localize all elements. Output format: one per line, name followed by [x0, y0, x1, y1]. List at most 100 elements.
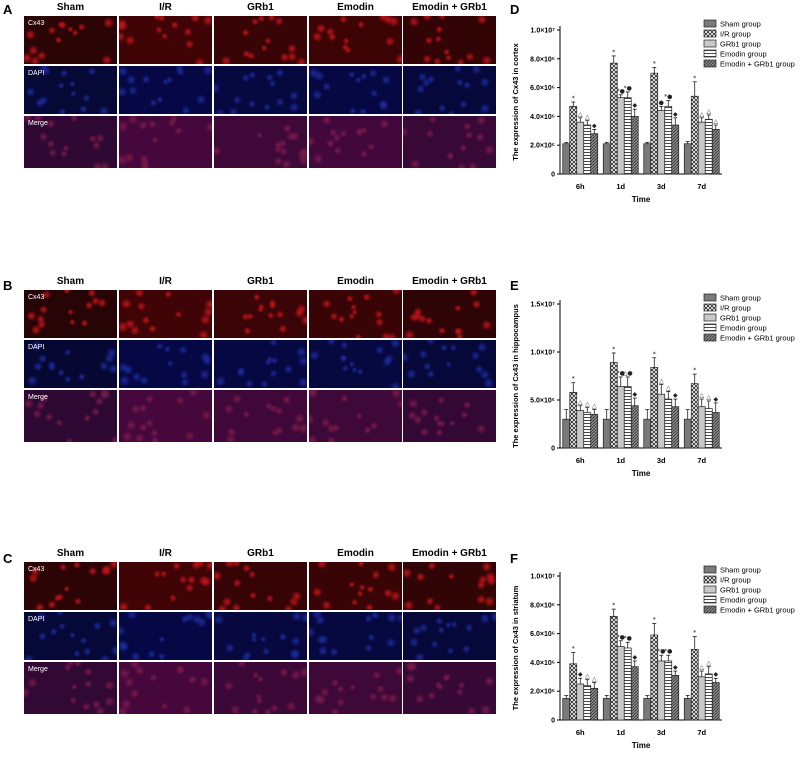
column-header: I/R	[159, 548, 172, 559]
y-tick-label: 0	[551, 172, 555, 179]
bar	[630, 116, 639, 175]
y-tick-label: 6.0×10⁶	[530, 85, 555, 92]
bar	[697, 676, 706, 721]
row-label: Merge	[28, 666, 48, 673]
significance-mark: ◆	[578, 671, 583, 678]
bar	[630, 405, 639, 449]
legend-label: Emodin + GRb1 group	[720, 334, 795, 343]
column-header: GRb1	[247, 2, 274, 13]
micrograph-tile	[214, 290, 307, 338]
micrograph-tile: Merge	[24, 662, 117, 714]
x-tick-label: 1d	[616, 728, 625, 737]
significance-mark: *●	[657, 648, 665, 655]
significance-mark: ●	[659, 99, 664, 106]
bar-chart-hippocampus: The expression of Cx43 in hippocampus 0 5.…	[511, 294, 795, 479]
significance-mark: *●	[617, 370, 625, 377]
legend-swatch	[703, 323, 717, 332]
column-header: Emodin	[337, 548, 374, 559]
x-tick-label: 6h	[576, 728, 585, 737]
bar	[616, 386, 625, 449]
x-tick-label: 3d	[657, 456, 666, 465]
bar	[623, 97, 632, 175]
bar	[602, 418, 611, 449]
micrograph-tile	[214, 612, 307, 660]
significance-mark: ◆	[673, 392, 678, 399]
significance-mark: △	[578, 111, 583, 118]
legend-swatch	[703, 19, 717, 28]
legend-swatch	[703, 303, 717, 312]
micrograph-tile	[309, 116, 402, 168]
column-header: Emodin + GRb1	[412, 548, 487, 559]
micrograph-tile: Merge	[24, 116, 117, 168]
bar	[704, 673, 713, 721]
legend-swatch	[703, 59, 717, 68]
bar	[711, 682, 720, 721]
bar	[711, 412, 720, 449]
bar	[576, 121, 585, 175]
y-tick-label: 0	[551, 718, 555, 725]
legend-swatch	[703, 585, 717, 594]
significance-mark: △	[713, 118, 718, 125]
column-header: Emodin + GRb1	[412, 2, 487, 13]
micrograph-tile	[214, 662, 307, 714]
micrograph-tile	[309, 562, 402, 610]
bar	[657, 660, 666, 721]
legend-swatch	[703, 575, 717, 584]
column-header: Sham	[56, 2, 85, 13]
legend-label: I/R group	[720, 304, 751, 313]
micrograph-tile	[119, 290, 212, 338]
y-tick-label: 4.0×10⁶	[530, 114, 555, 121]
significance-mark: ◆	[713, 671, 718, 678]
y-tick-label: 8.0×10⁶	[530, 602, 555, 609]
micrograph-tile	[214, 66, 307, 114]
significance-mark: *●	[617, 634, 625, 641]
micrograph-tile: DAPI	[24, 340, 117, 388]
significance-mark: △	[706, 660, 711, 667]
bar	[609, 615, 618, 721]
legend-label: GRb1 group	[720, 314, 761, 323]
bar	[569, 105, 578, 175]
significance-mark: ◆	[632, 102, 637, 109]
bar	[683, 418, 692, 449]
bar	[609, 62, 618, 175]
column-header: Sham	[56, 276, 85, 287]
y-tick-label: 2.0×10⁶	[530, 689, 555, 696]
significance-mark: *	[612, 49, 615, 56]
micrograph-tile: DAPI	[24, 612, 117, 660]
significance-mark: *●	[624, 635, 632, 642]
significance-mark: *	[693, 75, 696, 82]
bar	[590, 687, 599, 721]
y-tick-label: 4.0×10⁶	[530, 660, 555, 667]
bar	[697, 121, 706, 175]
micrograph-tile	[119, 66, 212, 114]
chart-letter-e: E	[510, 278, 519, 293]
x-tick-label: 1d	[616, 456, 625, 465]
significance-mark: △	[578, 399, 583, 406]
micrograph-tile: Merge	[24, 390, 117, 442]
bar	[643, 698, 652, 721]
bar	[576, 410, 585, 449]
bar	[630, 666, 639, 721]
legend-swatch	[703, 565, 717, 574]
legend-swatch	[703, 595, 717, 604]
legend-label: Emodin + GRb1 group	[720, 60, 795, 69]
row-label: DAPI	[28, 344, 45, 351]
significance-mark: *	[612, 602, 615, 609]
bar	[683, 698, 692, 721]
bar	[671, 124, 680, 175]
row-label: Cx43	[28, 294, 45, 301]
significance-mark: △	[699, 392, 704, 399]
significance-mark: △	[585, 401, 590, 408]
bar-chart-cortex: The expression of Cx43 in cortex 0 2.0×10⁶…	[511, 19, 795, 205]
micrograph-tile: DAPI	[24, 66, 117, 114]
column-header: I/R	[159, 276, 172, 287]
column-header: Sham	[56, 548, 85, 559]
bar	[704, 408, 713, 449]
micrograph-tile	[309, 662, 402, 714]
significance-mark: △●	[623, 370, 633, 377]
legend-swatch	[703, 333, 717, 342]
bar	[562, 418, 571, 449]
bar	[664, 660, 673, 721]
bar	[583, 124, 592, 175]
x-axis-label: Time	[632, 469, 651, 478]
